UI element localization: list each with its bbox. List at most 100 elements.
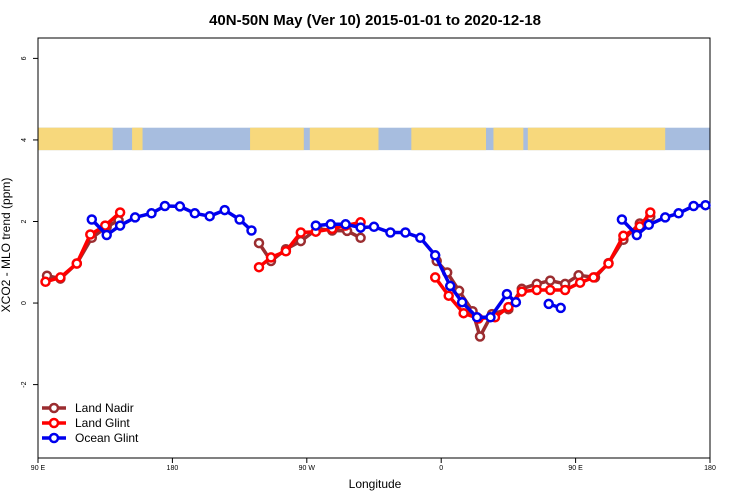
data-point: [86, 214, 98, 225]
data-point: [355, 222, 366, 233]
series-land-nadir: [41, 211, 656, 342]
data-point: [368, 221, 380, 233]
data-point: [510, 296, 522, 308]
data-point: [114, 220, 126, 231]
data-point: [501, 288, 513, 300]
x-axis-label: Longitude: [349, 477, 402, 491]
map-land: [411, 127, 486, 151]
world-map-band: [38, 127, 710, 151]
data-point: [85, 229, 96, 240]
data-point: [645, 207, 656, 218]
data-point: [485, 312, 496, 323]
data-point: [99, 220, 111, 231]
y-tick-label: 6: [21, 56, 28, 60]
data-point: [355, 232, 366, 244]
plot-frame: [37, 37, 711, 459]
legend-marker: [48, 417, 60, 429]
data-point: [444, 280, 456, 292]
data-point: [234, 214, 245, 225]
data-point: [129, 212, 141, 223]
data-point: [555, 302, 566, 314]
series-layer: [40, 199, 711, 342]
map-land: [38, 127, 113, 151]
x-axis: 90 E 180 90 W 0 90 E 180: [31, 458, 716, 472]
data-point: [443, 290, 454, 301]
data-point: [643, 219, 655, 231]
chart-title: 40N-50N May (Ver 10) 2015-01-01 to 2020-…: [209, 12, 541, 29]
data-point: [559, 284, 571, 296]
data-point: [295, 227, 307, 238]
y-tick-label: 2: [21, 219, 28, 223]
data-point: [429, 250, 441, 261]
data-point: [159, 200, 171, 212]
data-point: [603, 258, 614, 269]
y-tick-label: -2: [21, 381, 28, 387]
data-point: [265, 252, 277, 263]
data-point: [544, 275, 556, 286]
data-point: [280, 246, 292, 257]
data-point: [55, 272, 66, 283]
data-point: [531, 284, 543, 296]
y-axis: -2 0 2 4 6: [21, 56, 38, 388]
data-point: [385, 227, 396, 238]
data-point: [700, 199, 711, 211]
data-point: [101, 229, 112, 241]
data-point: [544, 284, 556, 296]
data-point: [400, 227, 411, 238]
data-point: [310, 220, 322, 231]
y-axis-label: XCO2 - MLO trend (ppm): [0, 178, 13, 313]
x-tick-label: 90 W: [299, 465, 316, 472]
data-point: [71, 258, 83, 269]
data-point: [325, 219, 336, 230]
x-tick-label: 180: [167, 465, 179, 472]
legend-marker: [48, 402, 60, 414]
data-point: [471, 312, 483, 323]
x-tick-label: 90 E: [31, 465, 46, 472]
map-land: [527, 127, 666, 151]
map-land: [493, 127, 524, 151]
data-point: [174, 201, 186, 212]
data-point: [474, 331, 486, 342]
y-tick-label: 0: [21, 301, 28, 305]
data-point: [429, 272, 441, 283]
data-point: [415, 232, 426, 244]
data-point: [146, 208, 157, 219]
data-point: [458, 307, 469, 319]
x-tick-label: 180: [704, 465, 716, 472]
data-point: [503, 301, 514, 313]
map-land: [250, 127, 304, 151]
data-point: [616, 214, 628, 225]
data-point: [219, 204, 230, 216]
data-point: [40, 276, 51, 288]
y-tick-label: 4: [21, 138, 28, 142]
data-point: [246, 225, 257, 236]
data-point: [574, 277, 586, 288]
map-land: [132, 127, 143, 151]
legend-label: Land Nadir: [75, 401, 134, 415]
data-point: [543, 298, 554, 310]
legend-label: Land Glint: [75, 416, 130, 430]
data-point: [456, 296, 468, 308]
data-point: [189, 208, 201, 219]
legend-label: Ocean Glint: [75, 431, 139, 445]
data-point: [631, 229, 643, 241]
series-line: [433, 210, 653, 321]
data-point: [340, 219, 351, 230]
data-point: [688, 200, 699, 212]
series-ocean-glint: [86, 199, 711, 323]
legend-marker: [48, 432, 60, 444]
data-point: [516, 286, 528, 297]
data-point: [673, 208, 684, 219]
data-point: [114, 207, 126, 218]
data-point: [618, 230, 629, 242]
data-point: [659, 212, 671, 223]
x-tick-label: 90 E: [568, 465, 583, 472]
map-land: [309, 127, 379, 151]
series-line: [434, 214, 653, 339]
data-point: [253, 261, 265, 273]
data-point: [204, 210, 215, 222]
x-tick-label: 0: [439, 465, 443, 472]
data-point: [253, 237, 265, 249]
